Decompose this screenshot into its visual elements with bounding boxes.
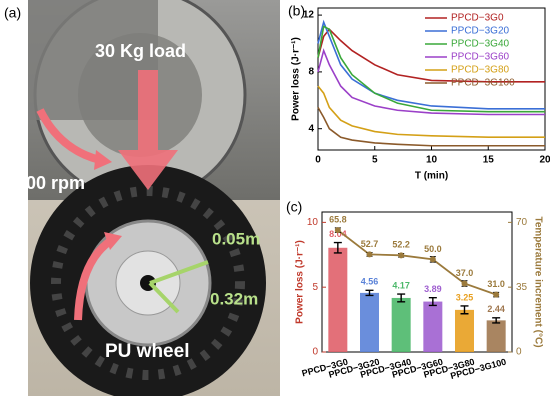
panel-label: (b)	[288, 3, 305, 19]
wheel-ring	[51, 186, 245, 380]
y2-tick-label: 0	[516, 347, 522, 358]
series-line	[317, 48, 545, 116]
outer-radius-label: 0.32m	[210, 289, 258, 308]
rpm-arrow-head	[94, 150, 112, 170]
error-bar	[365, 289, 374, 297]
legend-label: PPCD−3G80	[451, 65, 510, 76]
radius-arrow-outer	[148, 281, 180, 314]
line-point	[398, 252, 405, 259]
legend-label: PPCD−3G100	[451, 78, 515, 89]
rpm-arrow	[36, 108, 102, 164]
y-tick-label: 5	[312, 282, 318, 293]
y-tick-label: 0	[312, 347, 318, 358]
y2-tick-label: 70	[516, 217, 528, 228]
x-tick-label: 10	[426, 155, 438, 166]
error-bar	[428, 296, 437, 307]
line-point	[334, 227, 341, 234]
inner-radius-label: 0.05m	[212, 229, 260, 248]
line-value-label: 52.7	[361, 239, 379, 249]
line-value-label: 65.8	[329, 215, 347, 225]
y-axis-label: Power loss (J·r⁻¹)	[291, 37, 302, 121]
x-tick-label: 20	[539, 155, 550, 166]
bar	[360, 292, 379, 352]
bar-value-label: 3.89	[424, 284, 442, 294]
bar	[486, 320, 506, 352]
line-point	[429, 256, 436, 263]
series-line	[317, 28, 545, 83]
radius-arrow-inner	[149, 260, 209, 285]
line-value-label: 37.0	[456, 268, 474, 278]
line-point	[493, 291, 500, 298]
bar-value-label: 4.56	[361, 277, 379, 287]
y2-axis-label: Temperature increment (°C)	[532, 216, 543, 347]
line-value-label: 52.2	[392, 240, 410, 250]
x-tick-label: 0	[315, 155, 321, 166]
photo: (a) 30 Kg load 400 rpm 0.05m 0.32m PU wh…	[4, 0, 280, 396]
y2-tick-label: 35	[516, 282, 528, 293]
error-bar	[460, 305, 469, 315]
line-point	[461, 280, 468, 287]
panel-label: (a)	[4, 5, 21, 21]
bar-value-label: 3.25	[456, 292, 474, 302]
bar	[328, 247, 348, 352]
series-line	[317, 19, 545, 110]
x-tick-label: 5	[372, 155, 378, 166]
x-tick-label: 15	[483, 155, 495, 166]
legend-label: PPCD−3G20	[451, 26, 510, 37]
y-tick-label: 8	[308, 67, 314, 78]
x-axis-label: T (min)	[415, 171, 448, 182]
error-bar	[397, 293, 406, 303]
y-tick-label: 12	[303, 10, 315, 21]
line-point	[366, 251, 373, 258]
series-line	[317, 107, 545, 147]
speed-label: 400 rpm	[16, 173, 85, 193]
series-line	[337, 229, 497, 296]
series-line	[317, 25, 545, 113]
y-tick-label: 10	[307, 217, 319, 228]
line-value-label: 50.0	[424, 244, 442, 254]
bar	[423, 301, 443, 352]
bar-value-label: 8.04	[329, 229, 347, 239]
legend-label: PPCD−3G0	[451, 13, 504, 24]
bar	[391, 297, 411, 352]
error-bar	[492, 317, 501, 324]
line-value-label: 31.0	[487, 279, 505, 289]
load-label: 30 Kg load	[95, 41, 186, 61]
frame	[28, 0, 158, 120]
panel-label: (c)	[286, 199, 302, 215]
bar	[455, 309, 474, 352]
rotation-arrow	[74, 236, 115, 321]
legend-label: PPCD−3G40	[451, 39, 510, 50]
wheel-label: PU wheel	[105, 341, 189, 362]
plot-frame	[321, 211, 513, 353]
legend-label: PPCD−3G60	[451, 52, 510, 63]
bar-value-label: 4.17	[392, 280, 410, 290]
load-arrow	[118, 70, 178, 190]
rotation-arrow-head	[104, 232, 122, 250]
y-tick-label: 4	[308, 123, 314, 134]
y-axis-label: Power loss (J·r⁻¹)	[295, 240, 306, 324]
error-bar	[333, 241, 342, 254]
series-line	[317, 85, 545, 139]
bar-value-label: 2.44	[487, 304, 505, 314]
